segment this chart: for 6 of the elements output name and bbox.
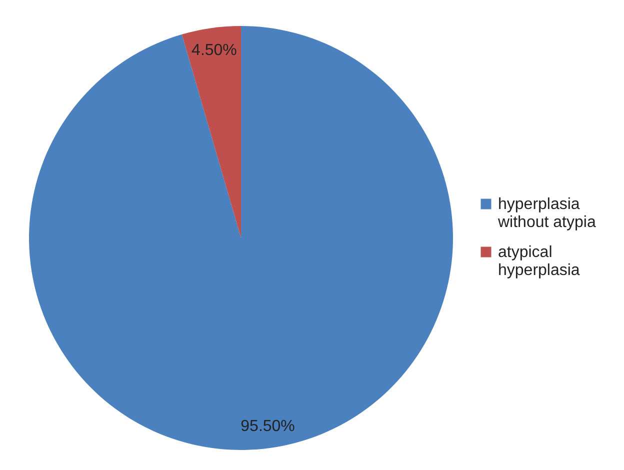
legend-label: atypical hyperplasia [498, 244, 580, 279]
legend-label: hyperplasia without atypia [497, 196, 596, 231]
pie-slice [182, 26, 241, 238]
data-label: 4.50% [192, 42, 237, 59]
data-label: 95.50% [240, 418, 295, 436]
pie-slice [29, 26, 453, 450]
